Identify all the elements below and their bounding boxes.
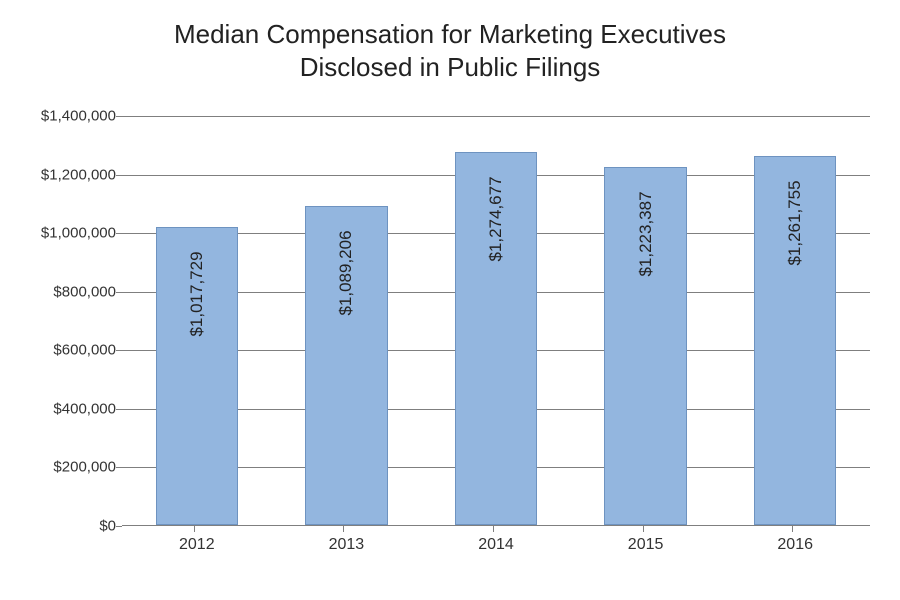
x-axis-label: 2016 [777, 536, 813, 554]
bar: $1,274,677 [455, 152, 537, 525]
title-line-1: Median Compensation for Marketing Execut… [174, 19, 726, 49]
y-axis-label: $0 [30, 518, 116, 535]
x-axis-label: 2015 [628, 536, 664, 554]
bar-value-label: $1,017,729 [187, 251, 207, 336]
y-axis-label: $1,000,000 [30, 225, 116, 242]
y-axis-label: $600,000 [30, 342, 116, 359]
x-tick [493, 526, 494, 532]
x-axis-label: 2013 [329, 536, 365, 554]
chart-area: $0 $200,000 $400,000 $600,000 $800,000 $1,000… [30, 108, 880, 568]
y-axis-label: $800,000 [30, 283, 116, 300]
title-line-2: Disclosed in Public Filings [300, 52, 601, 82]
bar-value-label: $1,274,677 [486, 176, 506, 261]
x-axis-label: 2012 [179, 536, 215, 554]
x-tick [343, 526, 344, 532]
x-tick [194, 526, 195, 532]
plot-area: $1,017,729 $1,089,206 $1,274,677 $1,223,387… [122, 116, 870, 526]
y-tick [116, 526, 122, 527]
bar-value-label: $1,089,206 [336, 230, 356, 315]
x-tick [792, 526, 793, 532]
bar-value-label: $1,261,755 [785, 180, 805, 265]
bar: $1,017,729 [156, 227, 238, 525]
y-axis-label: $200,000 [30, 459, 116, 476]
bar: $1,261,755 [754, 156, 836, 526]
bar: $1,223,387 [604, 167, 686, 525]
y-axis-label: $1,200,000 [30, 166, 116, 183]
x-tick [643, 526, 644, 532]
y-axis-label: $400,000 [30, 400, 116, 417]
y-axis-label: $1,400,000 [30, 108, 116, 125]
bar-value-label: $1,223,387 [636, 191, 656, 276]
x-axis-label: 2014 [478, 536, 514, 554]
chart-title: Median Compensation for Marketing Execut… [0, 0, 900, 83]
bars-container: $1,017,729 $1,089,206 $1,274,677 $1,223,387… [122, 116, 870, 525]
bar: $1,089,206 [305, 206, 387, 525]
